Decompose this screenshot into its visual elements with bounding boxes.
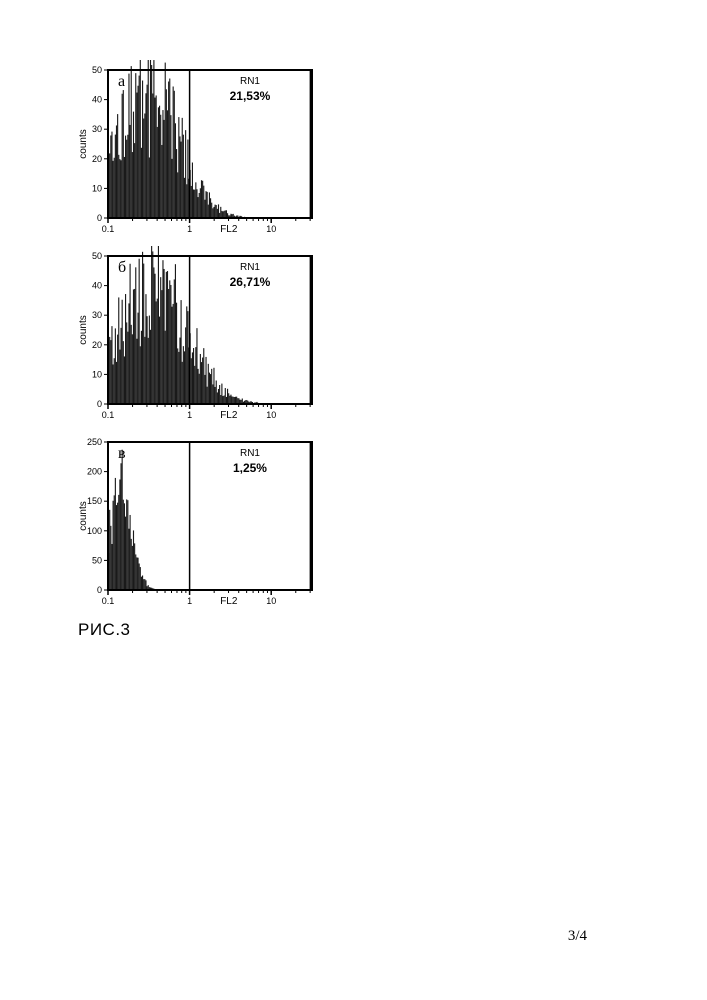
page-number: 3/4: [568, 928, 587, 945]
ytick-label: 50: [92, 251, 102, 261]
ytick-label: 150: [87, 496, 102, 506]
histogram-bars: [108, 450, 159, 590]
panel-letter: б: [118, 259, 126, 276]
x-ticks: 0.1 1 10: [102, 404, 310, 420]
gate-label: RN1: [240, 262, 260, 273]
panel-c: counts FL2 050100150200250 0.1110 в RN1 …: [78, 432, 707, 610]
gate-percent: 21,53%: [230, 89, 271, 103]
figure-caption: РИС.3: [78, 620, 707, 640]
xtick-label: 10: [266, 224, 276, 234]
ytick-label: 50: [92, 65, 102, 75]
ytick-label: 250: [87, 437, 102, 447]
ytick-label: 20: [92, 340, 102, 350]
xtick-label: 0.1: [102, 224, 115, 234]
panel-a: counts FL2 0 10 20 30 40 50 0.1 1 10 а RN1 21,5…: [78, 60, 707, 238]
xtick-label: 0.1: [102, 596, 115, 606]
ytick-label: 30: [92, 310, 102, 320]
y-ticks: 0 10 20 30 40 50: [92, 65, 108, 223]
xtick-label: 1: [187, 224, 192, 234]
histogram-panel-b: counts FL2 0 10 20 30 40 50 0.1 1 10 б RN1 26,7…: [78, 246, 318, 424]
xtick-label: 10: [266, 410, 276, 420]
histogram-bars: [108, 60, 258, 218]
page: counts FL2 01020304050 0.1110 а RN1 21,5…: [0, 0, 707, 1000]
x-axis-label: FL2: [220, 596, 238, 607]
x-ticks: 0.1 1 10: [102, 590, 310, 606]
ytick-label: 10: [92, 183, 102, 193]
gate-label: RN1: [240, 448, 260, 459]
panel-b: counts FL2 0 10 20 30 40 50 0.1 1 10 б RN1 26,7…: [78, 246, 707, 424]
x-axis-label: FL2: [220, 224, 238, 235]
ytick-label: 40: [92, 95, 102, 105]
panel-letter: а: [118, 73, 125, 90]
histogram-panel-c: counts FL2 050100150200250 0.1110 в RN1 …: [78, 432, 318, 610]
ytick-label: 10: [92, 369, 102, 379]
ytick-label: 0: [97, 585, 102, 595]
x-axis-label: FL2: [220, 410, 238, 421]
gate-percent: 26,71%: [230, 275, 271, 289]
y-axis-label: counts: [78, 315, 89, 344]
ytick-label: 100: [87, 526, 102, 536]
x-ticks: 0.1 1 10: [102, 218, 310, 234]
ytick-label: 0: [97, 213, 102, 223]
xtick-label: 1: [187, 410, 192, 420]
histogram-panel-a: counts FL2 0 10 20 30 40 50 0.1 1 10 а RN1 21,5…: [78, 60, 318, 238]
ytick-label: 50: [92, 555, 102, 565]
y-ticks: 0 50 100 150 200 250: [87, 437, 108, 595]
ytick-label: 0: [97, 399, 102, 409]
ytick-label: 200: [87, 467, 102, 477]
ytick-label: 20: [92, 154, 102, 164]
y-axis-label: counts: [78, 129, 89, 158]
gate-label: RN1: [240, 76, 260, 87]
xtick-label: 1: [187, 596, 192, 606]
panel-letter: в: [118, 445, 126, 462]
ytick-label: 30: [92, 124, 102, 134]
xtick-label: 10: [266, 596, 276, 606]
xtick-label: 0.1: [102, 410, 115, 420]
ytick-label: 40: [92, 281, 102, 291]
figure-panels: counts FL2 01020304050 0.1110 а RN1 21,5…: [78, 60, 707, 610]
y-ticks: 0 10 20 30 40 50: [92, 251, 108, 409]
gate-percent: 1,25%: [233, 461, 267, 475]
